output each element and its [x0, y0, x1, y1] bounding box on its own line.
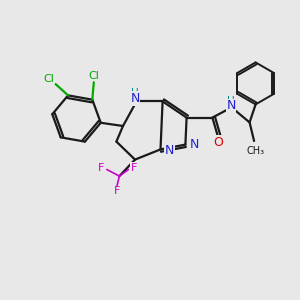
Text: N: N — [130, 92, 140, 105]
Text: F: F — [130, 163, 137, 173]
Text: H: H — [227, 96, 235, 106]
Text: Cl: Cl — [44, 74, 54, 84]
Text: H: H — [131, 88, 139, 98]
Text: F: F — [114, 186, 120, 196]
Text: CH₃: CH₃ — [247, 146, 265, 155]
Text: O: O — [214, 136, 223, 149]
Text: N: N — [165, 143, 174, 157]
Text: N: N — [226, 99, 236, 112]
Text: Cl: Cl — [88, 71, 99, 81]
Text: F: F — [98, 163, 105, 173]
Text: N: N — [190, 137, 199, 151]
